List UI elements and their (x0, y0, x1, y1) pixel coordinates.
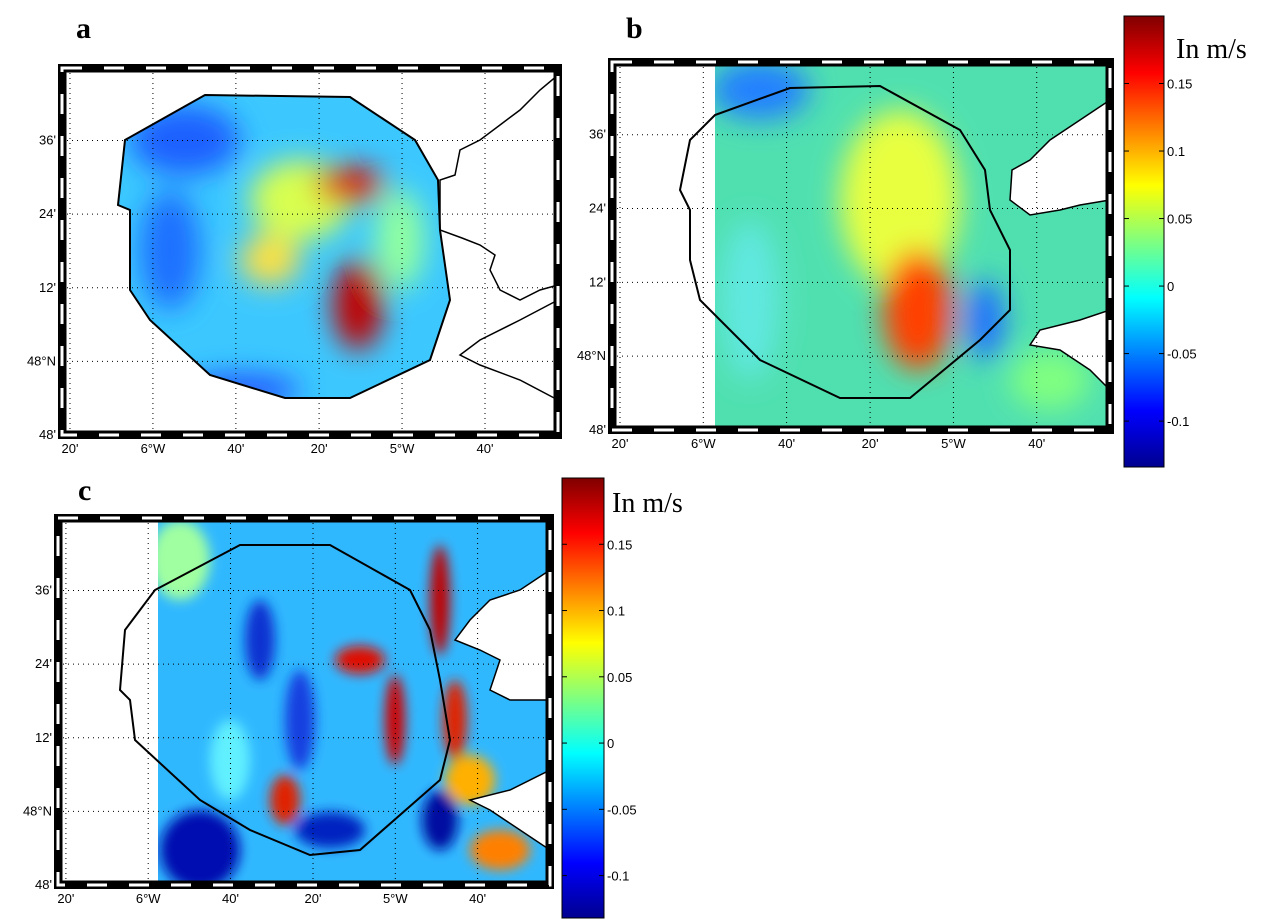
frame-inner (65, 71, 555, 432)
y-tick-label: 24' (35, 656, 52, 671)
field-a (118, 95, 450, 398)
y-tick-label: 12' (35, 730, 52, 745)
y-tick-label: 48' (589, 422, 606, 437)
colorbar-tick-label: -0.05 (1167, 347, 1197, 362)
x-tick-label: 5°W (941, 436, 966, 451)
x-tick-label: 40' (227, 441, 244, 456)
x-tick-label: 20' (612, 436, 629, 451)
panel-label: a (76, 12, 91, 45)
field-b (715, 62, 1110, 430)
x-tick-label: 20' (61, 441, 78, 456)
panel-label: c (78, 474, 91, 507)
frame-dash (610, 60, 1112, 432)
y-tick-label: 24' (39, 206, 56, 221)
colorbar-tick-label: 0 (607, 736, 614, 751)
frame-inner (615, 65, 1107, 427)
x-tick-label: 6°W (141, 441, 166, 456)
x-tick-label: 40' (477, 441, 494, 456)
panel-label: b (626, 12, 643, 45)
colorbar-tick-label: 0.1 (607, 604, 625, 619)
colorbar-tick-label: 0.05 (607, 670, 632, 685)
x-tick-label: 20' (305, 891, 322, 906)
colorbar-title: In m/s (1176, 34, 1247, 65)
y-tick-label: 36' (39, 133, 56, 148)
coastline (439, 74, 559, 401)
x-tick-label: 20' (57, 891, 74, 906)
colorbar-tick-label: 0.15 (607, 537, 632, 552)
zone-outline (118, 544, 452, 857)
colorbar (1123, 15, 1165, 468)
colorbar-tick-label: 0.05 (1167, 212, 1192, 227)
colorbar-tick-label: 0 (1167, 279, 1174, 294)
x-tick-label: 40' (778, 436, 795, 451)
colorbar (561, 477, 605, 919)
colorbar-tick-label: -0.05 (607, 802, 637, 817)
zone-outline (116, 93, 452, 399)
colorbar-tick-label: 0.1 (1167, 144, 1185, 159)
frame-dash (60, 66, 560, 437)
x-tick-label: 5°W (390, 441, 415, 456)
field-c (158, 518, 550, 885)
y-tick-label: 48°N (577, 348, 606, 363)
colorbar-tick-label: -0.1 (607, 869, 629, 884)
x-tick-label: 5°W (383, 891, 408, 906)
zone-outline (678, 84, 1011, 399)
frame-dash (56, 516, 552, 887)
y-tick-label: 24' (589, 201, 606, 216)
x-tick-label: 40' (469, 891, 486, 906)
y-tick-label: 12' (589, 274, 606, 289)
y-tick-label: 48°N (27, 353, 56, 368)
colorbar-tick-label: -0.1 (1167, 414, 1189, 429)
x-tick-label: 6°W (136, 891, 161, 906)
y-tick-label: 36' (589, 127, 606, 142)
colorbar-title: In m/s (612, 488, 683, 519)
y-tick-label: 12' (39, 280, 56, 295)
colorbar-tick-label: 0.15 (1167, 77, 1192, 92)
frame-inner (61, 521, 547, 882)
x-tick-label: 20' (862, 436, 879, 451)
y-tick-label: 36' (35, 583, 52, 598)
y-tick-label: 48°N (23, 803, 52, 818)
x-tick-label: 40' (1028, 436, 1045, 451)
x-tick-label: 6°W (691, 436, 716, 451)
y-tick-label: 48' (35, 877, 52, 892)
y-tick-label: 48' (39, 427, 56, 442)
x-tick-label: 20' (311, 441, 328, 456)
x-tick-label: 40' (222, 891, 239, 906)
